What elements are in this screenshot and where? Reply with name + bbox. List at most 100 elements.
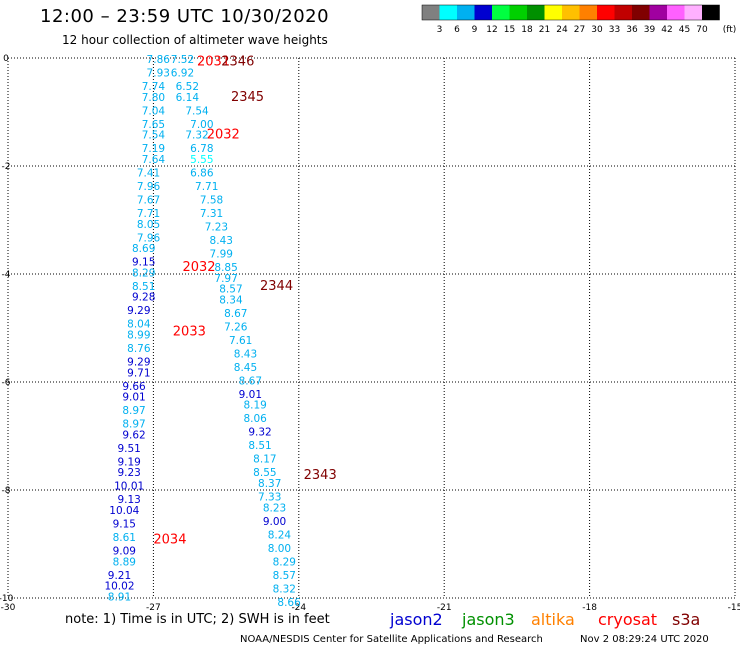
swh-value: 9.21 (108, 570, 131, 582)
colorbar-label: 18 (521, 25, 533, 35)
colorbar-swatch (509, 5, 527, 20)
colorbar-swatch (614, 5, 632, 20)
swh-value: 9.01 (122, 392, 145, 404)
swh-value: 7.74 (142, 81, 166, 93)
swh-value: 7.71 (137, 208, 160, 220)
swh-value: 8.89 (113, 556, 136, 568)
y-tick-label: 0 (3, 54, 9, 64)
swh-value: 8.37 (258, 478, 281, 490)
swh-value: 7.33 (258, 491, 281, 503)
observation-layer: 7.867.937.747.807.047.657.547.197.647.41… (104, 54, 301, 609)
colorbar: 3 6 9 12 15 18 21 24 27 30 33 36 39 42 45 70 (ft) (421, 4, 737, 35)
swh-value: 7.67 (137, 194, 160, 206)
swh-value: 8.57 (273, 570, 296, 582)
colorbar-label: 36 (626, 25, 638, 35)
swh-value: 9.29 (127, 356, 150, 368)
swh-value: 8.85 (214, 262, 237, 274)
colorbar-label: 27 (574, 25, 585, 35)
swh-value: 8.51 (132, 281, 155, 293)
map-subtitle: 12 hour collection of altimeter wave hei… (62, 33, 328, 47)
swh-value: 9.28 (132, 292, 155, 304)
swh-value: 9.09 (113, 545, 136, 557)
x-tick-label: -24 (291, 603, 306, 613)
swh-value: 9.01 (239, 389, 262, 401)
swh-value: 8.29 (273, 556, 296, 568)
pass-time-label: 2345 (231, 90, 264, 105)
colorbar-label: 45 (679, 25, 690, 35)
pass-time-label: 2034 (153, 533, 186, 548)
colorbar-swatch (492, 5, 510, 20)
pass-time-label: 2031 (197, 55, 230, 70)
swh-value: 6.52 (176, 81, 199, 93)
swh-value: 8.57 (219, 284, 242, 296)
swh-value: 7.80 (142, 92, 165, 104)
swh-value: 9.51 (117, 443, 140, 455)
colorbar-label: 39 (644, 25, 656, 35)
swh-value: 5.55 (190, 154, 213, 166)
x-tick-label: -27 (146, 603, 161, 613)
pass-time-label: 2344 (260, 279, 293, 294)
pass-time-label: 2343 (304, 468, 337, 483)
swh-value: 7.71 (195, 181, 218, 193)
swh-value: 8.67 (224, 308, 247, 320)
colorbar-label: 70 (696, 25, 708, 35)
swh-value: 7.54 (185, 105, 209, 117)
swh-value: 7.96 (137, 232, 161, 244)
swh-value: 9.15 (132, 257, 155, 269)
y-tick-label: -8 (2, 486, 11, 496)
x-tick-label: -30 (1, 603, 16, 613)
swh-value: 7.52 (171, 54, 194, 66)
colorbar-swatch (667, 5, 685, 20)
colorbar-label: 9 (472, 25, 478, 35)
swh-value: 8.19 (243, 400, 266, 412)
legend-item-jason2: jason2 (390, 610, 443, 629)
swh-value: 8.32 (273, 583, 296, 595)
colorbar-swatch (562, 5, 580, 20)
swh-value: 7.61 (229, 335, 252, 347)
swh-value: 7.86 (147, 54, 171, 66)
swh-value: 8.67 (239, 375, 262, 387)
swh-value: 7.96 (137, 181, 161, 193)
y-tick-label: -2 (2, 162, 11, 172)
colorbar-swatch (439, 5, 457, 20)
swh-value: 8.45 (234, 362, 257, 374)
swh-value: 8.34 (219, 294, 243, 306)
swh-value: 8.55 (253, 467, 276, 479)
swh-value: 8.29 (132, 267, 155, 279)
swh-value: 7.58 (200, 194, 223, 206)
colorbar-unit: (ft) (723, 25, 737, 35)
colorbar-label: 3 (437, 25, 443, 35)
swh-value: 10.01 (114, 481, 144, 493)
swh-value: 6.14 (176, 92, 200, 104)
swh-value: 9.23 (117, 467, 140, 479)
pass-time-label: 2346 (221, 55, 254, 70)
swh-value: 8.99 (127, 329, 150, 341)
y-tick-label: -10 (0, 594, 14, 604)
colorbar-swatch (649, 5, 667, 20)
colorbar-swatch (684, 5, 702, 20)
swh-value: 9.29 (127, 305, 150, 317)
swh-value: 8.97 (122, 419, 145, 431)
swh-value: 10.02 (104, 581, 134, 593)
swh-value: 6.86 (190, 167, 214, 179)
swh-value: 7.26 (224, 321, 248, 333)
swh-value: 8.61 (113, 532, 136, 544)
legend-item-altika: altika (531, 610, 575, 629)
swh-value: 8.04 (127, 319, 151, 331)
swh-value: 8.23 (263, 502, 286, 514)
swh-value: 8.17 (253, 454, 276, 466)
colorbar-label: 30 (591, 25, 603, 35)
colorbar-swatch (527, 5, 545, 20)
swh-value: 7.41 (137, 167, 160, 179)
colorbar-label: 21 (539, 25, 550, 35)
colorbar-frame (421, 4, 720, 21)
y-tick-label: -4 (2, 270, 11, 280)
swh-value: 7.04 (142, 105, 166, 117)
colorbar-swatch (579, 5, 597, 20)
pass-time-label: 2032 (182, 260, 215, 275)
swh-value: 8.24 (268, 529, 292, 541)
swh-value: 7.19 (142, 143, 165, 155)
x-tick-label: -21 (437, 603, 452, 613)
